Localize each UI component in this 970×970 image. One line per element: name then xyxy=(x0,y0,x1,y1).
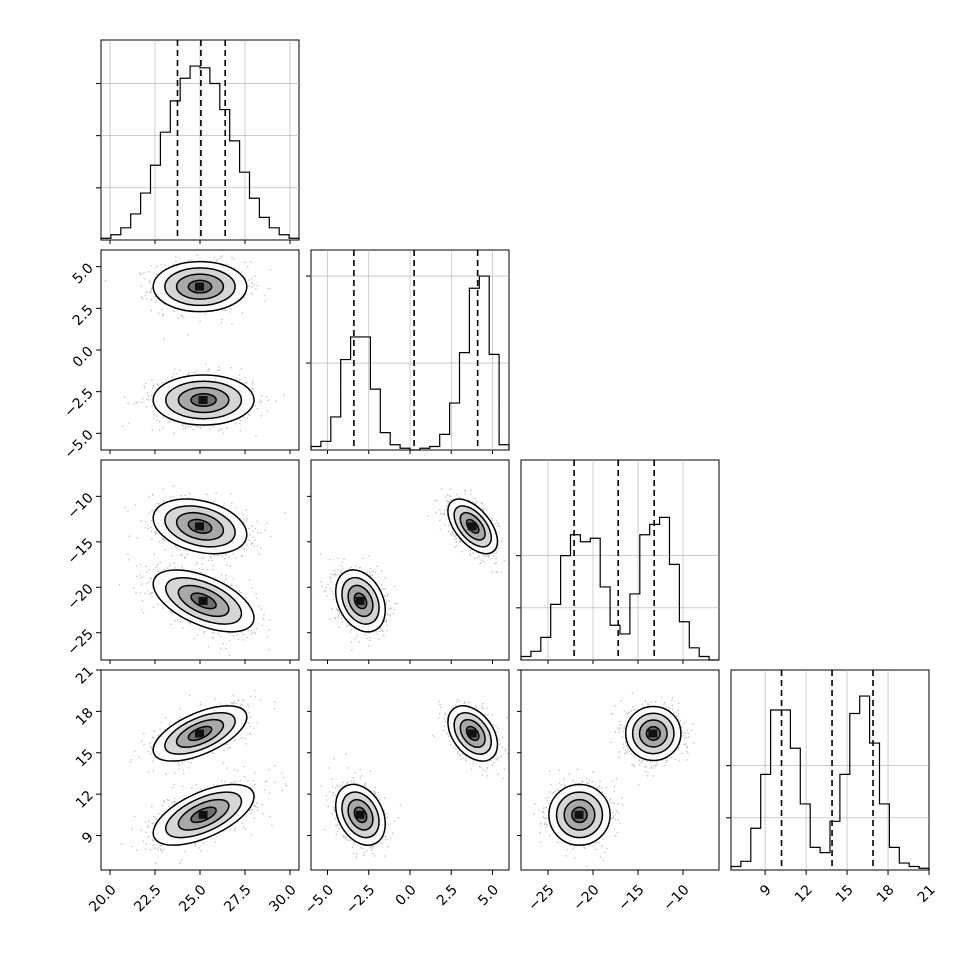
y-tick-label: 5.0 xyxy=(70,260,97,287)
x-tick-label: 15 xyxy=(833,882,857,906)
x-tick-label: 18 xyxy=(874,882,898,906)
scatter-panel-3-0 xyxy=(100,669,300,871)
density-peak xyxy=(195,522,204,531)
density-peak xyxy=(574,810,584,819)
panel-contents xyxy=(320,699,509,859)
hist-panel-1 xyxy=(306,249,510,451)
histogram-steps xyxy=(730,695,930,870)
histogram-steps xyxy=(520,516,719,661)
x-tick-label: 9 xyxy=(757,882,775,900)
scatter-panel-2-1 xyxy=(310,459,510,661)
y-tick-label: −5.0 xyxy=(61,427,96,462)
density-peak xyxy=(355,596,365,605)
y-tick-label: −25 xyxy=(65,626,97,658)
panel-contents xyxy=(118,485,286,660)
y-tick-label: −2.5 xyxy=(61,385,96,420)
panel-contents xyxy=(120,689,288,865)
x-tick-label: 5.0 xyxy=(475,882,502,909)
x-tick-label: 21 xyxy=(915,882,939,906)
y-tick-label: −20 xyxy=(65,581,97,613)
x-tick-label: 0.0 xyxy=(393,882,420,909)
hist-frame xyxy=(520,459,720,661)
hist-panel-3 xyxy=(726,669,930,871)
y-tick-label: 2.5 xyxy=(70,302,97,329)
x-tick-label: −25 xyxy=(525,882,557,914)
x-tick-label: 20.0 xyxy=(86,882,119,915)
y-tick-label: 15 xyxy=(73,746,97,770)
x-tick-label: −15 xyxy=(615,882,647,914)
density-peak xyxy=(355,810,365,819)
density-peak xyxy=(467,729,477,738)
density-peak xyxy=(195,729,204,738)
density-peak xyxy=(198,810,208,819)
y-tick-label: −10 xyxy=(65,490,97,522)
x-tick-label: 25.0 xyxy=(176,882,209,915)
density-peak xyxy=(198,596,208,605)
x-tick-label: 12 xyxy=(792,882,816,906)
x-tick-label: 2.5 xyxy=(434,882,461,909)
panel-frame xyxy=(310,669,510,871)
x-tick-label: −20 xyxy=(570,882,602,914)
x-tick-label: 22.5 xyxy=(131,882,164,915)
density-peak xyxy=(648,729,658,738)
panel-frame xyxy=(520,669,720,871)
panel-contents xyxy=(104,254,286,437)
scatter-panel-1-0 xyxy=(100,249,300,451)
histogram-steps xyxy=(100,65,300,240)
hist-panel-0 xyxy=(96,39,300,241)
density-peak xyxy=(467,522,477,531)
x-tick-label: −2.5 xyxy=(343,882,378,917)
density-peak xyxy=(198,396,208,404)
hist-frame xyxy=(730,669,930,871)
x-tick-label: −10 xyxy=(660,882,692,914)
panel-contents xyxy=(533,692,695,870)
x-tick-label: 27.5 xyxy=(221,882,254,915)
y-tick-label: 12 xyxy=(73,788,97,812)
scatter-panel-3-1 xyxy=(310,669,510,871)
scatter-panel-3-2 xyxy=(520,669,720,871)
y-tick-label: 21 xyxy=(73,664,97,688)
x-tick-label: 30.0 xyxy=(266,882,299,915)
panel-contents xyxy=(319,488,509,651)
hist-panel-2 xyxy=(516,459,720,661)
density-peak xyxy=(195,282,204,291)
y-tick-label: 18 xyxy=(73,705,97,729)
scatter-panel-2-0 xyxy=(100,459,300,661)
y-tick-label: −15 xyxy=(65,535,97,567)
panel-frame xyxy=(310,459,510,661)
y-tick-label: 9 xyxy=(79,829,97,847)
y-tick-label: 0.0 xyxy=(70,344,97,371)
x-tick-label: −5.0 xyxy=(302,882,337,917)
